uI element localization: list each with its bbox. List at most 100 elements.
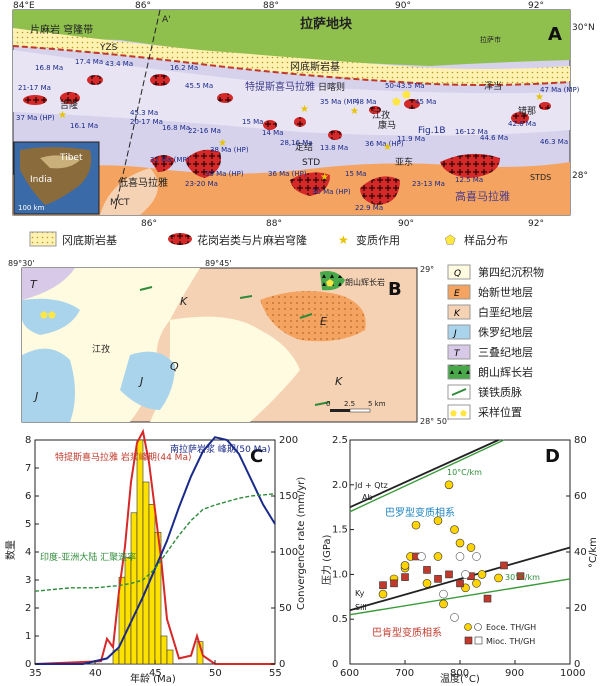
y-tick-label: 3 (25, 575, 31, 586)
gneiss-dome-label: 片麻岩 穹隆带 (30, 23, 93, 36)
data-point (423, 566, 431, 574)
legend-eoce-open (474, 623, 482, 631)
y2-tick-label: 60 (574, 491, 587, 502)
x-tick-label: 800 (450, 668, 469, 679)
data-point (433, 516, 443, 525)
y2-tick-label: 200 (279, 435, 298, 446)
place-zedang: 泽当 (484, 80, 502, 92)
x-tick-label: 45 (149, 668, 162, 679)
d-ab: Ab (362, 493, 373, 502)
age-label: 39 Ma (HP) (205, 170, 244, 178)
data-point (477, 570, 487, 579)
data-point (450, 613, 459, 622)
pentagon-icon: ⬟ (48, 311, 56, 321)
legend-a-label-0: 冈底斯岩基 (62, 233, 117, 247)
granite-icon (168, 233, 192, 245)
metamorphism-markers: ★ ★ ★ ★ ★ ★ ★ (58, 92, 544, 183)
histogram-bar (148, 504, 156, 665)
age-label: 17.4 Ma (75, 58, 103, 66)
langshan-label: 朗山辉长岩 (345, 277, 385, 287)
data-point (434, 575, 442, 583)
star-icon: ★ (320, 172, 329, 183)
y-tick-label: 0.5 (332, 614, 348, 625)
data-point (472, 552, 481, 561)
unit-k: K (180, 295, 188, 308)
age-label: 16.2 Ma (170, 64, 198, 72)
series-line-kde-blue (35, 436, 276, 665)
a-bottom-tick-1: 86° (141, 219, 157, 229)
histogram-bar (142, 481, 150, 665)
geotherm-10-line (349, 439, 505, 513)
age-label: 30 Ma (HP) (312, 188, 351, 196)
place-jiangzi-b: 江孜 (92, 343, 110, 355)
d-legend-0: Eoce. TH/GH (486, 623, 536, 632)
geotherm-30-line (349, 578, 571, 616)
age-label: 22.9 Ma (355, 204, 383, 212)
x-tick-label: 50 (209, 668, 222, 679)
age-label: 38 Ma (HP) (210, 146, 249, 154)
x-tick-label: 55 (269, 668, 282, 679)
data-point (455, 552, 465, 561)
c-y2label: Convergence rate (mm/yr) (296, 477, 307, 610)
d-ylabel: 压力 (GPa) (320, 534, 333, 585)
higher-himalaya-label: 高喜马拉雅 (455, 189, 510, 203)
a-lat-30: 30°N (572, 23, 595, 33)
age-label: 12.5 Ma (455, 176, 483, 184)
d-barrow: 巴罗型变质相系 (385, 506, 455, 519)
legend-b-label-2: 白垩纪地层 (478, 305, 533, 319)
unit-j: J (138, 375, 143, 388)
data-point (445, 570, 453, 579)
y-tick-label: 1 (25, 631, 31, 642)
unit-k: K (335, 375, 343, 388)
age-label: 20-17 Ma (130, 118, 163, 126)
pentagon-icon: ⬟ (460, 409, 467, 418)
y2-tick-label: 80 (574, 435, 587, 446)
legend-a-label-2: 变质作用 (356, 233, 400, 247)
data-point (378, 589, 388, 599)
y2-tick-label: 100 (279, 547, 298, 558)
c-annot-blue: 南拉萨岩浆 峰期(50 Ma) (170, 443, 270, 455)
inset-tibet-label: Tibet (59, 153, 83, 163)
b-coord-1: 89°45' (205, 259, 232, 268)
scale-2: 2.5 (344, 400, 355, 408)
legend-b-label-5: 朗山辉长岩 (478, 365, 533, 379)
star-icon: ★ (58, 110, 67, 121)
b-coord-0: 89°30' (8, 259, 35, 268)
y-tick-label: 2.5 (332, 435, 348, 446)
scale-5: 5 km (368, 400, 386, 408)
place-dingjie: 定结 (295, 141, 313, 153)
unit-t: T (30, 278, 38, 291)
a-top-tick-2: 88° (263, 1, 279, 11)
legend-b-label-1: 始新世地层 (478, 285, 533, 299)
y2-tick-label: 20 (574, 603, 587, 614)
legend-b-sym-k: K (454, 309, 461, 319)
histogram-bar (136, 439, 144, 665)
a-top-tick-1: 86° (135, 1, 151, 11)
pentagon-icon: ⬟ (392, 97, 401, 108)
x-tick-label: 600 (340, 668, 359, 679)
data-point (411, 520, 421, 530)
panel-b-letter: B (388, 279, 402, 300)
age-label: 15 Ma (345, 170, 366, 178)
age-label: 21-17 Ma (18, 84, 51, 92)
c-annot-red: 特提斯喜马拉雅 岩浆峰期(44 Ma) (55, 451, 191, 463)
legend-b-sym-e: E (454, 289, 460, 299)
lesser-himalaya-label: 低喜马拉雅 (118, 176, 168, 189)
place-cuona: 错那 (518, 105, 536, 117)
legend-a-label-3: 样品分布 (464, 233, 508, 247)
lhasa-city-label: 拉萨市 (480, 35, 501, 44)
unit-j: J (33, 390, 38, 403)
fig1b-label: Fig.1B (418, 126, 446, 136)
y-tick-label: 6 (25, 491, 31, 502)
age-label: 16-12 Ma (455, 128, 488, 136)
d-30c: 30°C/km (505, 573, 540, 582)
histogram-bar (130, 512, 138, 665)
x-tick-label: 1000 (560, 668, 585, 679)
age-label: 16.8 Ma (162, 124, 190, 132)
pentagon-icon: ⬟ (445, 233, 456, 247)
c-xlabel: 年龄 (Ma) (130, 672, 176, 685)
c-ylabel: 数量 (4, 540, 17, 560)
age-label: 11.9 Ma (397, 135, 425, 143)
data-point (390, 579, 398, 588)
